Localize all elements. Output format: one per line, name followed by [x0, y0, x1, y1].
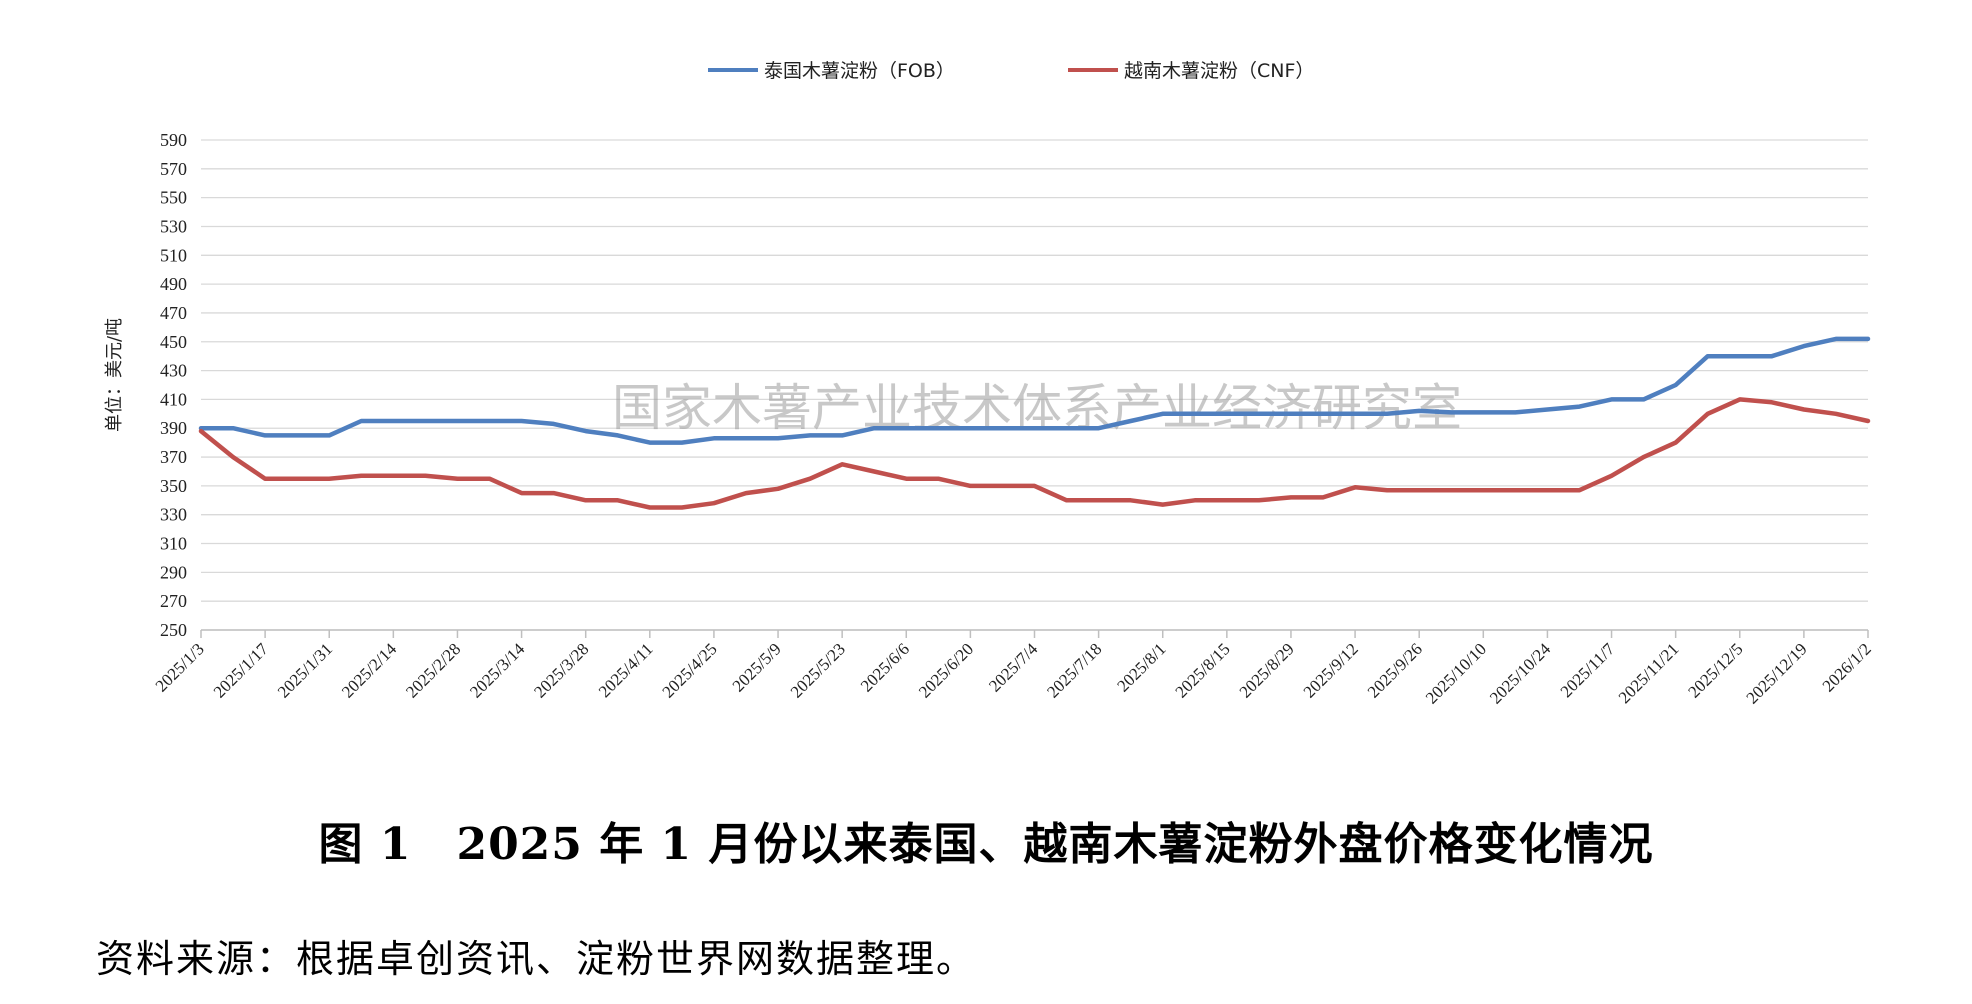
y-tick-label: 510 [160, 245, 187, 265]
x-tick-label: 2025/1/31 [274, 639, 336, 701]
x-tick-label: 2025/4/11 [595, 639, 657, 701]
x-tick-label: 2025/1/3 [152, 639, 208, 695]
x-tick-label: 2025/2/28 [402, 639, 464, 701]
legend-label-vietnam: 越南木薯淀粉（CNF） [1124, 60, 1314, 82]
x-tick-label: 2025/6/20 [915, 639, 977, 701]
x-tick-label: 2025/7/4 [985, 639, 1042, 696]
x-tick-label: 2025/2/14 [338, 639, 401, 702]
x-tick-label: 2025/9/12 [1300, 639, 1362, 701]
y-tick-label: 550 [160, 188, 187, 208]
series-lines [198, 336, 1871, 510]
x-tick-label: 2025/5/9 [729, 639, 785, 695]
figure-caption: 图 1 2025 年 1 月份以来泰国、越南木薯淀粉外盘价格变化情况 [318, 819, 1654, 870]
x-axis: 2025/1/3 2025/1/17 2025/1/31 2025/2/14 2025/… [152, 629, 1875, 708]
series-line-thai [198, 336, 1871, 445]
y-tick-label: 330 [160, 505, 187, 525]
y-tick-label: 490 [160, 274, 187, 294]
y-tick-label: 450 [160, 332, 187, 352]
x-tick-label: 2025/11/7 [1557, 639, 1619, 701]
y-tick-label: 390 [160, 418, 187, 438]
y-tick-label: 590 [160, 130, 187, 150]
x-tick-label: 2025/6/6 [857, 639, 913, 695]
y-axis-tick-labels: 250 270 290 310 330 350 370 390 410 430 450 470 490 5… [160, 130, 187, 640]
x-tick-label: 2025/12/19 [1743, 639, 1811, 707]
x-tick-label: 2025/12/5 [1684, 639, 1746, 701]
x-tick-label: 2025/7/18 [1043, 639, 1105, 701]
x-tick-label: 2025/3/14 [466, 639, 529, 702]
y-tick-label: 530 [160, 216, 187, 236]
x-tick-label: 2025/10/10 [1422, 639, 1490, 707]
x-tick-label: 2025/4/25 [659, 639, 721, 701]
y-tick-label: 290 [160, 562, 187, 582]
y-tick-label: 570 [160, 159, 187, 179]
y-tick-label: 270 [160, 591, 187, 611]
y-tick-label: 430 [160, 361, 187, 381]
x-tick-label: 2025/10/24 [1486, 639, 1555, 708]
y-tick-label: 470 [160, 303, 187, 323]
x-tick-label: 2026/1/2 [1819, 639, 1875, 695]
x-tick-label: 2025/1/17 [210, 639, 273, 702]
legend: 泰国木薯淀粉（FOB） 越南木薯淀粉（CNF） [708, 60, 1314, 82]
series-line-vietnam [198, 397, 1871, 510]
y-axis-label: 单位：美元/吨 [104, 318, 125, 432]
y-tick-label: 370 [160, 447, 187, 467]
x-tick-label: 2025/8/15 [1171, 639, 1233, 701]
line-chart: 泰国木薯淀粉（FOB） 越南木薯淀粉（CNF） 250 270 290 310 330 3… [104, 60, 1875, 708]
x-tick-label: 2025/8/1 [1113, 639, 1169, 695]
x-tick-label: 2025/11/21 [1615, 639, 1683, 707]
source-note: 资料来源：根据卓创资讯、淀粉世界网数据整理。 [96, 937, 977, 981]
x-tick-label: 2025/9/26 [1364, 639, 1426, 701]
x-tick-label: 2025/5/23 [787, 639, 849, 701]
legend-label-thai: 泰国木薯淀粉（FOB） [764, 60, 955, 82]
y-tick-label: 250 [160, 620, 187, 640]
x-tick-label: 2025/8/29 [1236, 639, 1298, 701]
y-tick-label: 350 [160, 476, 187, 496]
x-tick-label: 2025/3/28 [530, 639, 592, 701]
gridlines [201, 139, 1868, 631]
y-tick-label: 410 [160, 389, 187, 409]
y-tick-label: 310 [160, 534, 187, 554]
